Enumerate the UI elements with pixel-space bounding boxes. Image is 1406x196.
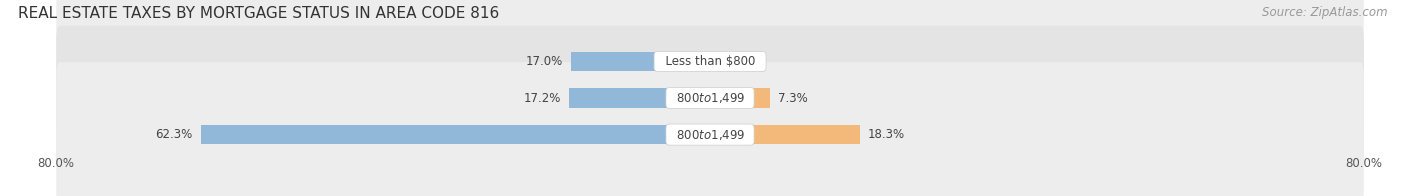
FancyBboxPatch shape <box>56 62 1364 196</box>
Bar <box>569 88 710 108</box>
Text: Less than $800: Less than $800 <box>658 55 762 68</box>
FancyBboxPatch shape <box>56 25 1364 171</box>
Text: REAL ESTATE TAXES BY MORTGAGE STATUS IN AREA CODE 816: REAL ESTATE TAXES BY MORTGAGE STATUS IN … <box>18 6 499 21</box>
Text: 17.0%: 17.0% <box>526 55 562 68</box>
Text: $800 to $1,499: $800 to $1,499 <box>669 91 751 105</box>
Text: 18.3%: 18.3% <box>868 128 905 141</box>
Text: Source: ZipAtlas.com: Source: ZipAtlas.com <box>1263 6 1388 19</box>
Bar <box>710 125 859 144</box>
Text: 17.2%: 17.2% <box>524 92 561 104</box>
Bar <box>201 125 710 144</box>
Text: $800 to $1,499: $800 to $1,499 <box>669 128 751 142</box>
FancyBboxPatch shape <box>56 0 1364 134</box>
Text: 0.31%: 0.31% <box>721 55 758 68</box>
Bar <box>710 88 769 108</box>
Text: 7.3%: 7.3% <box>778 92 807 104</box>
Bar <box>710 52 713 71</box>
Text: 62.3%: 62.3% <box>156 128 193 141</box>
Bar <box>571 52 710 71</box>
